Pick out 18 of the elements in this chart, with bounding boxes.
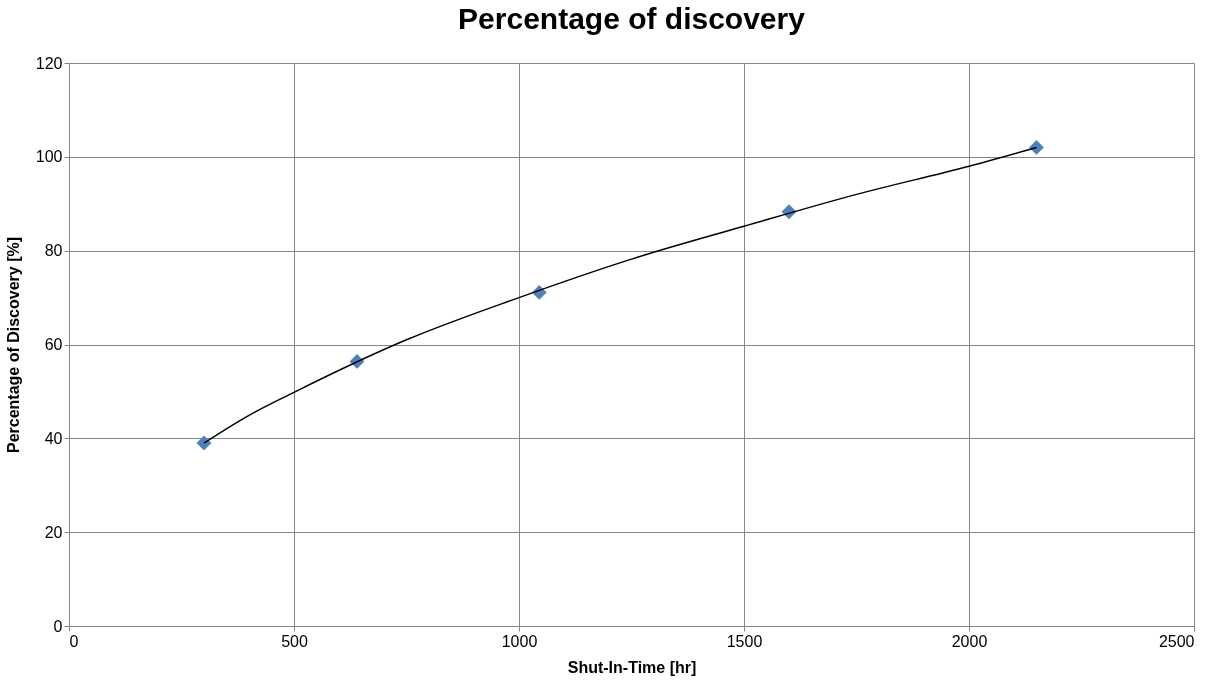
y-tick-label: 40 <box>44 429 63 447</box>
x-tick-label: 0 <box>69 632 79 650</box>
y-tick-label: 0 <box>53 617 63 635</box>
chart-title: Percentage of discovery <box>458 2 806 35</box>
point <box>196 435 212 451</box>
y-axis-title: Percentage of Discovery [%] <box>4 236 22 454</box>
point <box>1029 140 1044 155</box>
x-tick-label: 1000 <box>501 632 538 650</box>
x-tick-label: 2500 <box>1158 632 1195 650</box>
x-tick-label: 500 <box>281 632 308 650</box>
y-tick-label: 20 <box>44 523 63 541</box>
y-tick-label: 100 <box>35 148 63 166</box>
x-axis-title: Shut-In-Time [hr] <box>567 658 697 676</box>
x-tick-label: 1500 <box>726 632 763 650</box>
y-tick-label: 60 <box>44 336 63 353</box>
x-tick-label: 2000 <box>951 632 988 650</box>
y-tick-label: 120 <box>35 54 63 72</box>
y-tick-label: 80 <box>44 242 63 260</box>
